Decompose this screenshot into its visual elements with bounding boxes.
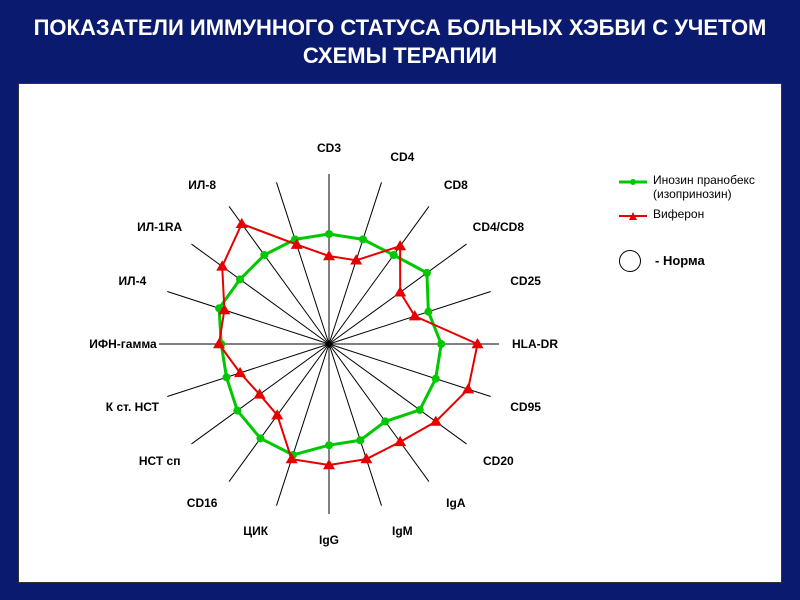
axis-label: ИЛ-1RA: [137, 220, 182, 234]
axis-label: IgG: [319, 533, 339, 547]
axis-label: К ст. НСТ: [106, 400, 159, 414]
axis-label: CD20: [483, 454, 514, 468]
chart-legend: Инозин пранобекс (изопринозин) Виферон -…: [619, 174, 769, 272]
axis-label: НСТ сп: [139, 454, 181, 468]
axis-label: HLA-DR: [512, 337, 558, 351]
axis-label: ИФН-гамма: [89, 337, 156, 351]
axis-label: CD95: [510, 400, 541, 414]
axis-label: IgA: [446, 496, 465, 510]
axis-label: CD16: [187, 496, 218, 510]
axis-label: CD4: [390, 150, 414, 164]
axis-label: ЦИК: [243, 524, 268, 538]
radar-svg: [19, 84, 619, 584]
radar-chart: CD3 CD4 CD8 CD4/CD8 CD25 HLA-DR CD95 CD20 IgA IgM…: [19, 84, 619, 584]
legend-label-series1: Инозин пранобекс (изопринозин): [653, 174, 769, 202]
legend-item-series1: Инозин пранобекс (изопринозин): [619, 174, 769, 202]
legend-item-series2: Виферон: [619, 208, 769, 222]
axis-label: CD8: [444, 178, 468, 192]
chart-panel: CD3 CD4 CD8 CD4/CD8 CD25 HLA-DR CD95 CD20 IgA IgM…: [18, 83, 782, 583]
legend-label-series2: Виферон: [653, 208, 704, 222]
axis-label: ИЛ-8: [188, 178, 216, 192]
legend-swatch-series1: [619, 176, 647, 188]
axis-label: CD3: [317, 141, 341, 155]
legend-swatch-series2: [619, 210, 647, 222]
slide-title: ПОКАЗАТЕЛИ ИММУННОГО СТАТУСА БОЛЬНЫХ ХЭБ…: [0, 0, 800, 77]
axis-label: CD25: [510, 274, 541, 288]
axis-label: IgM: [392, 524, 413, 538]
legend-item-norm: - Норма: [619, 250, 769, 272]
norm-circle-icon: [619, 250, 641, 272]
legend-label-norm: - Норма: [655, 253, 705, 268]
axis-label: ИЛ-4: [119, 274, 147, 288]
axis-label: CD4/CD8: [473, 220, 524, 234]
